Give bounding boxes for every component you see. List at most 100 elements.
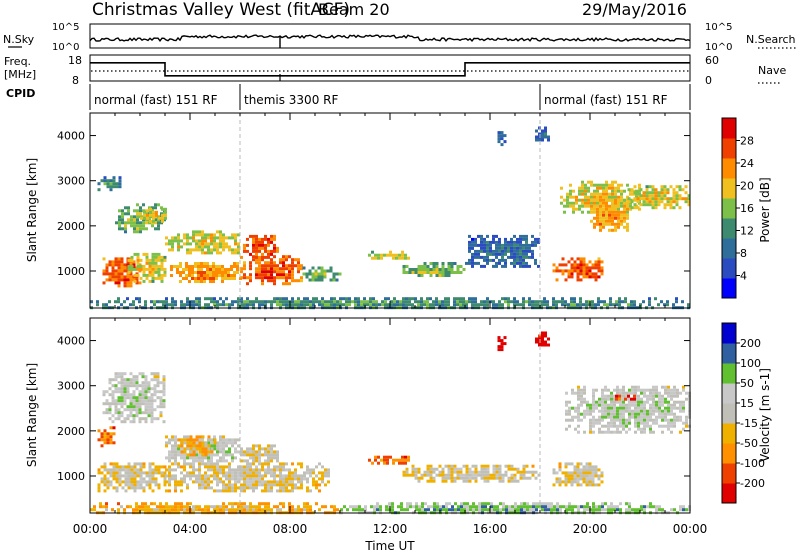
heatmap-cell (327, 303, 330, 307)
heatmap-cell (216, 245, 219, 249)
heatmap-cell (130, 224, 133, 228)
heatmap-cell (154, 264, 158, 268)
heatmap-cell (630, 188, 634, 192)
heatmap-cell (177, 447, 180, 451)
heatmap-cell (577, 409, 580, 413)
heatmap-cell (602, 186, 605, 190)
heatmap-cell (492, 237, 495, 241)
heatmap-cell (605, 216, 608, 220)
heatmap-cell (579, 468, 583, 472)
heatmap-cell (133, 462, 137, 466)
heatmap-cell (614, 195, 617, 199)
heatmap-cell (330, 297, 333, 301)
heatmap-cell (613, 406, 616, 410)
heatmap-cell (558, 468, 562, 472)
heatmap-cell (258, 249, 261, 253)
heatmap-cell (454, 502, 457, 506)
heatmap-cell (513, 246, 516, 250)
heatmap-cell (282, 486, 285, 490)
heatmap-cell (634, 406, 637, 410)
heatmap-cell (176, 265, 179, 268)
heatmap-cell (619, 421, 622, 425)
heatmap-cell (180, 465, 183, 469)
heatmap-cell (611, 222, 614, 226)
heatmap-cell (631, 385, 634, 389)
heatmap-cell (142, 270, 146, 274)
heatmap-cell (682, 427, 685, 431)
heatmap-cell (565, 409, 568, 413)
heatmap-cell (240, 303, 243, 307)
heatmap-cell (525, 264, 528, 268)
heatmap-cell (151, 264, 155, 268)
heatmap-cell (355, 508, 358, 512)
heatmap-cell (433, 502, 436, 506)
heatmap-cell (450, 464, 454, 468)
heatmap-cell (141, 393, 145, 397)
heatmap-cell (129, 408, 133, 412)
colorbar-swatch (722, 463, 736, 484)
heatmap-cell (267, 483, 270, 487)
heatmap-cell (617, 216, 620, 220)
heatmap-cell (105, 269, 109, 273)
heatmap-cell (261, 237, 264, 241)
heatmap-cell (246, 300, 249, 304)
colorbar-swatch (722, 218, 736, 239)
heatmap-cell (561, 269, 565, 273)
heatmap-cell (495, 243, 498, 247)
heatmap-cell (420, 265, 424, 268)
heatmap-cell (314, 269, 318, 273)
heatmap-cell (180, 483, 183, 487)
heatmap-cell (405, 271, 409, 274)
heatmap-cell (163, 258, 167, 262)
heatmap-cell (207, 480, 210, 484)
heatmap-cell (285, 489, 288, 493)
heatmap-cell (610, 508, 613, 512)
heatmap-cell (480, 476, 484, 480)
heatmap-cell (618, 303, 621, 307)
heatmap-cell (136, 252, 140, 256)
heatmap-cell (258, 255, 261, 259)
heatmap-cell (285, 462, 288, 466)
heatmap-cell (445, 505, 448, 509)
heatmap-cell (124, 468, 128, 472)
heatmap-cell (270, 234, 273, 238)
heatmap-cell (648, 194, 652, 198)
heatmap-cell (213, 248, 216, 252)
heatmap-cell (594, 266, 598, 270)
heatmap-cell (354, 297, 357, 301)
heatmap-cell (111, 278, 115, 282)
heatmap-cell (445, 502, 448, 506)
heatmap-cell (617, 183, 620, 187)
heatmap-cell (103, 474, 107, 478)
heatmap-cell (510, 255, 513, 259)
heatmap-cell (607, 388, 610, 392)
heatmap-cell (168, 239, 171, 243)
heatmap-cell (225, 508, 228, 512)
heatmap-cell (651, 191, 655, 195)
heatmap-cell (505, 505, 508, 509)
heatmap-cell (544, 132, 547, 136)
heatmap-cell (552, 303, 555, 307)
heatmap-cell (516, 470, 520, 474)
heatmap-cell (399, 303, 402, 307)
heatmap-cell (498, 476, 502, 480)
heatmap-cell (423, 265, 427, 268)
x-tick-label: 00:00 (73, 522, 108, 536)
heatmap-cell (673, 400, 676, 404)
heatmap-cell (165, 502, 168, 506)
heatmap-cell (255, 508, 258, 512)
heatmap-cell (510, 464, 514, 468)
heatmap-cell (114, 275, 118, 279)
heatmap-cell (108, 408, 112, 412)
heatmap-cell (130, 483, 134, 487)
heatmap-cell (174, 502, 177, 506)
heatmap-cell (108, 278, 112, 282)
heatmap-cell (406, 505, 409, 509)
heatmap-cell (570, 480, 574, 484)
heatmap-cell (258, 462, 261, 466)
heatmap-cell (617, 204, 620, 208)
heatmap-cell (550, 508, 553, 512)
heatmap-cell (198, 444, 202, 448)
heatmap-cell (261, 270, 264, 274)
heatmap-cell (558, 300, 561, 304)
